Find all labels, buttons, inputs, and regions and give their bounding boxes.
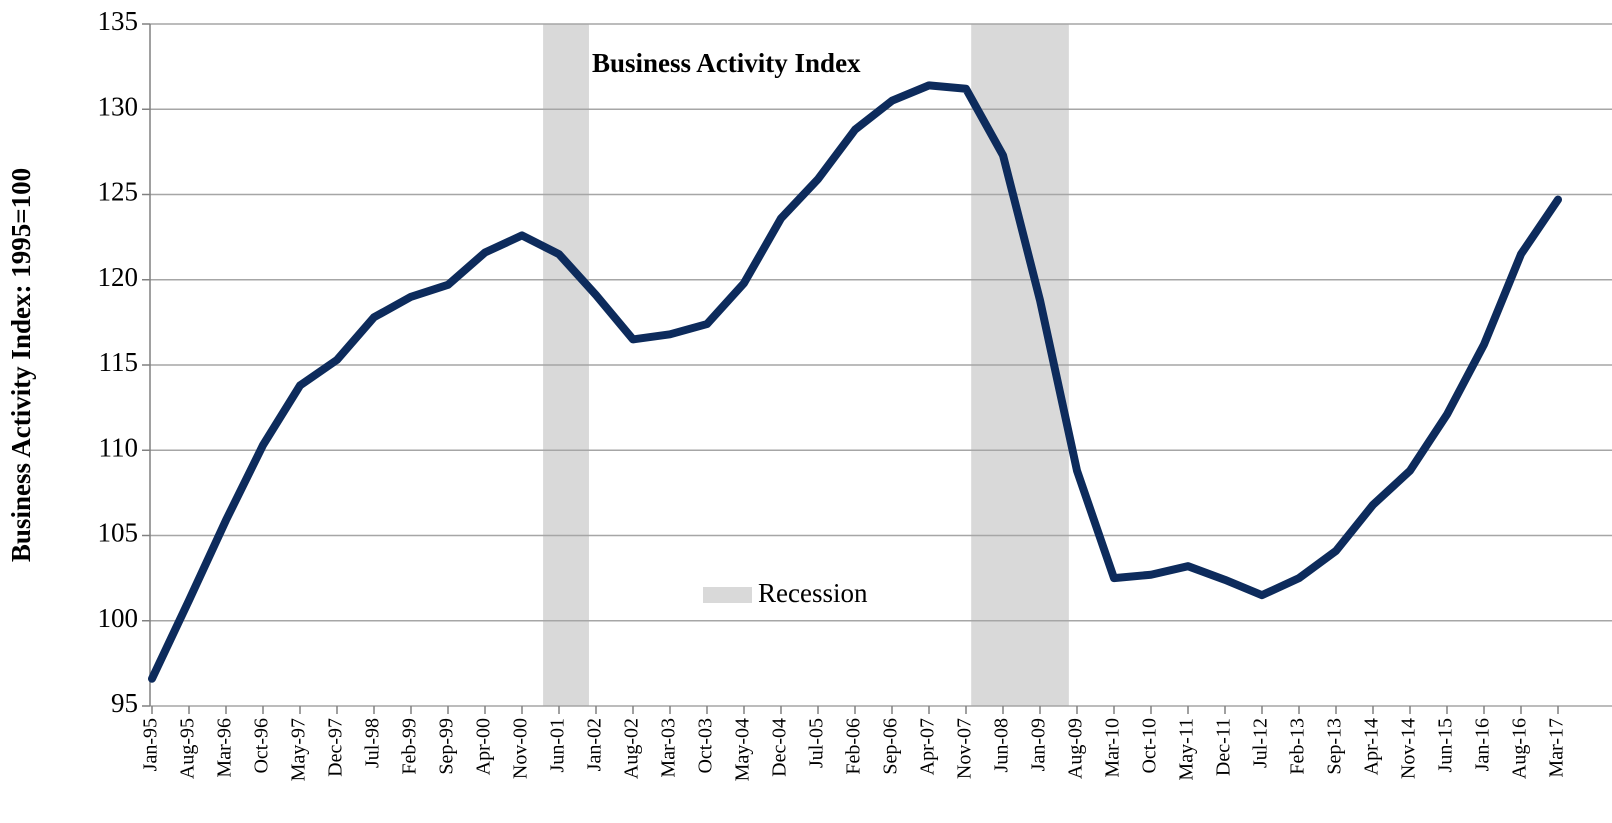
x-tick-label: Sep-99 xyxy=(436,718,458,775)
x-tick-label: Feb-13 xyxy=(1287,718,1309,775)
y-tick-label: 130 xyxy=(98,91,139,121)
x-tick-label: Apr-07 xyxy=(917,718,939,775)
x-tick-label: Mar-17 xyxy=(1546,718,1568,778)
x-tick-label: Mar-03 xyxy=(658,718,680,778)
x-tick-label: Dec-04 xyxy=(769,718,791,777)
y-tick-label: 115 xyxy=(99,347,139,377)
x-tick-label: Jun-15 xyxy=(1435,718,1457,772)
x-tick-label: Nov-07 xyxy=(954,718,976,779)
x-tick-label: Jun-08 xyxy=(991,718,1013,772)
x-tick-label: Jul-98 xyxy=(362,718,384,768)
x-tick-label: Jul-12 xyxy=(1250,718,1272,768)
x-tick-label: Jan-95 xyxy=(140,718,162,771)
x-tick-label: May-11 xyxy=(1176,718,1198,781)
x-tick-label: Mar-96 xyxy=(214,718,236,778)
x-tick-label: Apr-14 xyxy=(1361,718,1383,775)
y-tick-label: 120 xyxy=(98,262,139,292)
y-tick-label: 125 xyxy=(98,177,139,207)
x-tick-label: Feb-06 xyxy=(843,718,865,775)
y-tick-label: 135 xyxy=(98,6,139,36)
x-tick-label: Mar-10 xyxy=(1102,718,1124,778)
x-tick-label: Jan-16 xyxy=(1472,718,1494,771)
x-tick-label: Aug-09 xyxy=(1065,718,1087,779)
legend-swatch xyxy=(703,587,752,603)
x-tick-label: Aug-95 xyxy=(177,718,199,779)
x-tick-label: Dec-11 xyxy=(1213,718,1235,776)
x-tick-label: Jan-09 xyxy=(1028,718,1050,771)
x-tick-label: Dec-97 xyxy=(325,718,347,777)
x-tick-label: Jun-01 xyxy=(547,718,569,772)
series-title: Business Activity Index xyxy=(592,48,861,78)
data-line xyxy=(148,81,1562,683)
x-tick-label: Aug-02 xyxy=(621,718,643,779)
x-tick-label: May-97 xyxy=(288,718,310,781)
x-tick-label: Jul-05 xyxy=(806,718,828,768)
y-tick-label: 100 xyxy=(98,603,139,633)
y-tick-label: 105 xyxy=(98,518,139,548)
y-axis-label: Business Activity Index: 1995=100 xyxy=(6,168,36,562)
x-tick-label: Apr-00 xyxy=(473,718,495,775)
x-tick-label: Oct-96 xyxy=(251,718,273,774)
y-tick-label: 110 xyxy=(99,432,139,462)
x-tick-label: Nov-14 xyxy=(1398,718,1420,779)
x-tick-label: Feb-99 xyxy=(399,718,421,775)
x-tick-label: May-04 xyxy=(732,718,754,781)
y-tick-label: 95 xyxy=(111,688,138,718)
x-tick-label: Oct-03 xyxy=(695,718,717,774)
x-tick-label: Aug-16 xyxy=(1509,718,1531,779)
x-tick-label: Sep-13 xyxy=(1324,718,1346,775)
x-tick-label: Sep-06 xyxy=(880,718,902,775)
x-tick-label: Nov-00 xyxy=(510,718,532,779)
legend-label: Recession xyxy=(758,578,868,608)
x-tick-label: Oct-10 xyxy=(1139,718,1161,774)
x-tick-label: Jan-02 xyxy=(584,718,606,771)
